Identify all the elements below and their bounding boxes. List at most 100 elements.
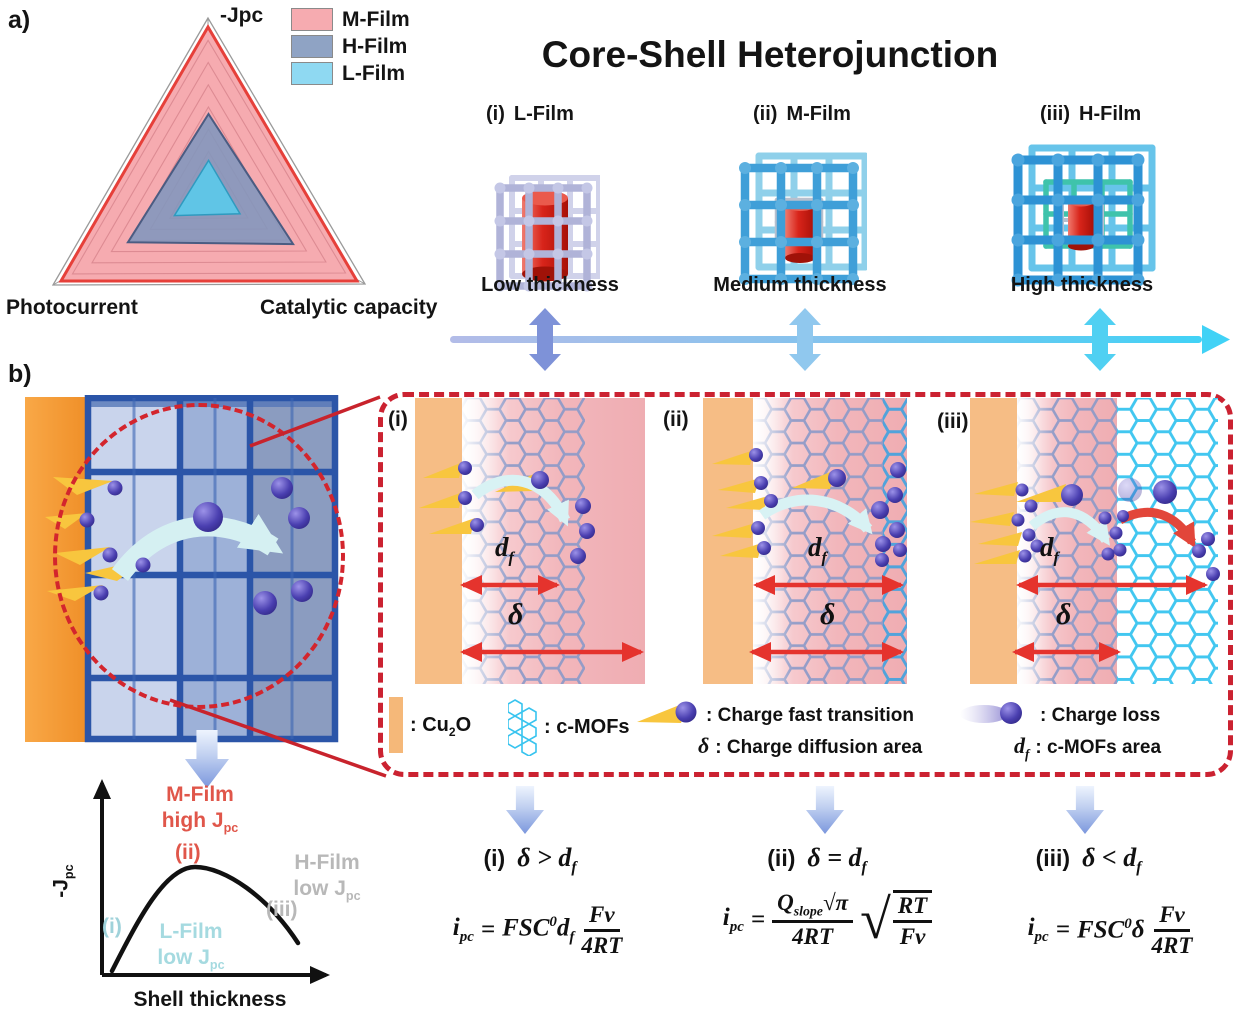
legend-swatch-m-film xyxy=(291,8,333,31)
legend-df-row: df : c-MOFs area xyxy=(1014,733,1161,762)
film-index-l: (i) xyxy=(486,103,505,125)
page-title: Core-Shell Heterojunction xyxy=(541,34,999,75)
charge-comets xyxy=(970,482,1066,564)
legend-diffusion-row: δ : Charge diffusion area xyxy=(698,733,922,759)
m-cage-front xyxy=(740,163,858,284)
cu2o-strip xyxy=(415,398,462,684)
m-cage-nodes xyxy=(739,162,859,285)
formula-iii: ipc = FSC0δ Fv 4RT xyxy=(1027,902,1193,958)
curve-marker-ii: (ii) xyxy=(175,841,201,864)
charge-transfer-arrow xyxy=(758,494,873,535)
curve-xlabel: Shell thickness xyxy=(133,988,287,1011)
legend-swatch-h-film xyxy=(291,35,333,58)
curve-ylabel: -Jpc xyxy=(49,864,76,898)
film-thickness-h: High thickness xyxy=(1010,274,1154,296)
zoom-panel-index-ii: (ii) xyxy=(663,408,689,431)
thickness-axis-arrow xyxy=(450,308,1230,371)
film-thickness-m: Medium thickness xyxy=(713,274,887,296)
charge-comets xyxy=(712,450,835,558)
film-header-l: (i) L-Film xyxy=(486,103,574,126)
condition-iii: (iii) δ < df xyxy=(1035,843,1142,877)
magnifier-dashed-circle xyxy=(53,403,345,709)
radar-legend-item-l: L-Film xyxy=(291,60,410,87)
charge-spheres xyxy=(458,461,595,564)
radar-legend: M-Film H-Film L-Film xyxy=(291,6,410,87)
delta-label-panel-i: δ xyxy=(508,598,524,631)
legend-cmofs-label: : c-MOFs xyxy=(544,716,630,738)
curve-annotation-m-film: M-Film high Jpc xyxy=(161,783,239,836)
legend-label-m-film: M-Film xyxy=(342,7,410,31)
down-arrow-condition-i xyxy=(506,786,544,834)
panel-b-label: b) xyxy=(8,360,32,388)
l-cage-front xyxy=(496,184,591,290)
m-film-structure xyxy=(739,152,867,285)
curve-annotation-h-film: H-Film low Jpc xyxy=(293,851,361,904)
legend-charge-fast-icon xyxy=(637,701,697,723)
legend-cmofs-icon xyxy=(508,699,537,756)
cu2o-strip xyxy=(703,398,753,684)
legend-swatch-l-film xyxy=(291,62,333,85)
legend-charge-fast-label: : Charge fast transition xyxy=(706,705,914,726)
legend-label-l-film: L-Film xyxy=(342,61,405,85)
curve-marker-iii: (iii) xyxy=(266,898,298,921)
curve-marker-i: (i) xyxy=(102,915,122,938)
df-label-panel-iii: df xyxy=(1040,532,1059,567)
red-core-cylinder xyxy=(785,201,815,263)
charge-transfer-arrow xyxy=(1028,507,1111,546)
condition-i: (i) δ > df xyxy=(483,843,577,877)
df-label-panel-i: df xyxy=(495,532,514,567)
film-name-h: H-Film xyxy=(1079,103,1142,125)
delta-label-panel-iii: δ xyxy=(1056,598,1072,631)
film-index-m: (ii) xyxy=(753,103,778,125)
radar-legend-item-m: M-Film xyxy=(291,6,410,33)
panel-a-label: a) xyxy=(8,6,31,34)
legend-df-label: : c-MOFs area xyxy=(1035,737,1162,758)
volcano-plot xyxy=(93,779,330,984)
legend-charge-loss-icon xyxy=(960,702,1022,724)
legend-cu2o-label: : Cu2O xyxy=(410,714,472,739)
zoom-dashed-box xyxy=(378,392,1233,777)
legend-label-h-film: H-Film xyxy=(342,34,408,58)
legend-charge-loss-label: : Charge loss xyxy=(1040,705,1161,726)
radar-legend-item-h: H-Film xyxy=(291,33,410,60)
film-name-l: L-Film xyxy=(513,103,574,125)
volcano-curve xyxy=(109,864,301,974)
condition-ii: (ii) δ = df xyxy=(767,843,867,877)
l-film-structure xyxy=(494,175,600,292)
h-cage-nodes xyxy=(1011,153,1145,287)
h-cage-front xyxy=(1013,155,1143,285)
formula-i: ipc = FSC0df Fv 4RT xyxy=(452,902,623,958)
delta-label-panel-ii: δ xyxy=(820,598,836,631)
film-name-m: M-Film xyxy=(786,103,851,125)
formula-ii: ipc = Qslope√π 4RT √ RT Fv xyxy=(690,890,965,950)
radar-axis-photocurrent: Photocurrent xyxy=(6,296,138,319)
radar-chart xyxy=(51,16,367,286)
zoom-panel-iii xyxy=(970,398,1220,684)
zoom-panel-i xyxy=(415,398,645,684)
charge-spheres xyxy=(1011,480,1220,581)
legend-cu2o-swatch xyxy=(389,697,403,753)
zoom-panel-ii xyxy=(703,398,907,684)
axis-arrowhead xyxy=(1202,325,1230,354)
cmof-lattice-outer xyxy=(1117,398,1218,684)
h-film-structure xyxy=(1011,144,1156,287)
radar-axis-jpc: -Jpc xyxy=(220,4,264,27)
df-label-panel-ii: df xyxy=(808,532,827,567)
film-header-h: (iii) H-Film xyxy=(1040,103,1141,126)
legend-diffusion-label: : Charge diffusion area xyxy=(715,737,923,758)
curve-annotation-l-film: L-Film low Jpc xyxy=(157,920,225,973)
double-arrow-l xyxy=(529,308,561,371)
charge-transfer-arrow xyxy=(471,474,571,527)
delta-symbol: δ xyxy=(698,733,710,758)
film-thickness-l: Low thickness xyxy=(481,274,619,296)
l-cage-nodes xyxy=(494,182,593,292)
double-arrow-m xyxy=(789,308,821,371)
down-arrow-condition-ii xyxy=(806,786,844,834)
film-header-m: (ii) M-Film xyxy=(753,103,851,126)
df-symbol: df xyxy=(1014,733,1030,762)
faded-charge-sphere xyxy=(1118,478,1142,502)
double-arrow-h xyxy=(1084,308,1116,371)
zoom-panel-index-i: (i) xyxy=(388,408,408,431)
radar-series-l-film xyxy=(173,158,242,217)
